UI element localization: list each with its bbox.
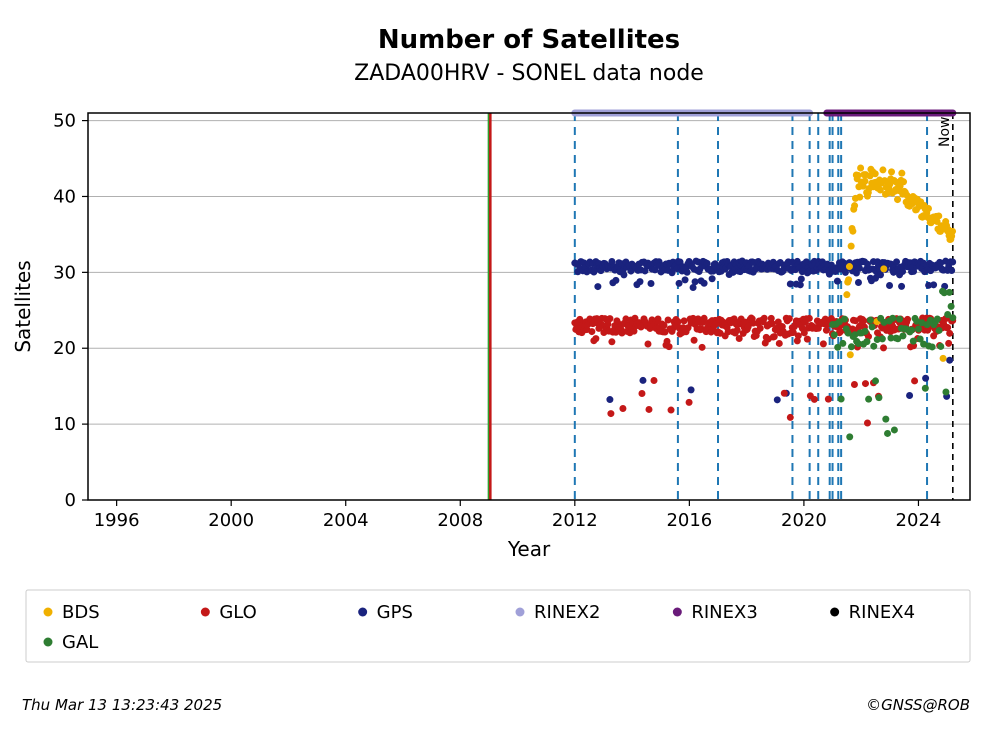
- y-axis-label: Satellites: [11, 260, 35, 352]
- legend-marker: [358, 608, 367, 617]
- y-tick: 30: [53, 262, 76, 283]
- footer-attribution: ©GNSS@ROB: [866, 696, 970, 714]
- y-tick: 10: [53, 414, 76, 435]
- legend-marker: [44, 608, 53, 617]
- legend-label: RINEX4: [849, 602, 915, 623]
- chart-subtitle: ZADA00HRV - SONEL data node: [354, 61, 704, 86]
- legend-marker: [201, 608, 210, 617]
- x-axis-label: Year: [507, 537, 551, 561]
- legend-label: GAL: [62, 632, 98, 653]
- y-tick: 40: [53, 186, 76, 207]
- x-tick: 2020: [781, 510, 827, 531]
- x-tick: 2016: [666, 510, 712, 531]
- x-tick: 2012: [552, 510, 598, 531]
- legend-marker: [673, 608, 682, 617]
- legend-marker: [44, 638, 53, 647]
- chart-title: Number of Satellites: [378, 25, 680, 55]
- x-tick: 2008: [437, 510, 483, 531]
- legend-label: GPS: [377, 602, 413, 623]
- x-tick: 2024: [896, 510, 942, 531]
- y-tick: 50: [53, 111, 76, 132]
- footer-timestamp: Thu Mar 13 13:23:43 2025: [22, 696, 222, 714]
- legend-marker: [830, 608, 839, 617]
- legend-label: RINEX2: [534, 602, 600, 623]
- y-tick: 0: [65, 490, 76, 511]
- legend-label: GLO: [219, 602, 257, 623]
- legend-box: [26, 590, 970, 662]
- x-tick: 2004: [323, 510, 369, 531]
- y-tick: 20: [53, 338, 76, 359]
- legend-marker: [516, 608, 525, 617]
- satellite-chart: Number of Satellites ZADA00HRV - SONEL da…: [0, 0, 992, 734]
- chart-container: Number of Satellites ZADA00HRV - SONEL da…: [0, 0, 992, 734]
- x-tick: 2000: [208, 510, 254, 531]
- x-tick: 1996: [94, 510, 140, 531]
- legend-label: RINEX3: [691, 602, 757, 623]
- legend-label: BDS: [62, 602, 100, 623]
- now-label: Now: [937, 117, 953, 148]
